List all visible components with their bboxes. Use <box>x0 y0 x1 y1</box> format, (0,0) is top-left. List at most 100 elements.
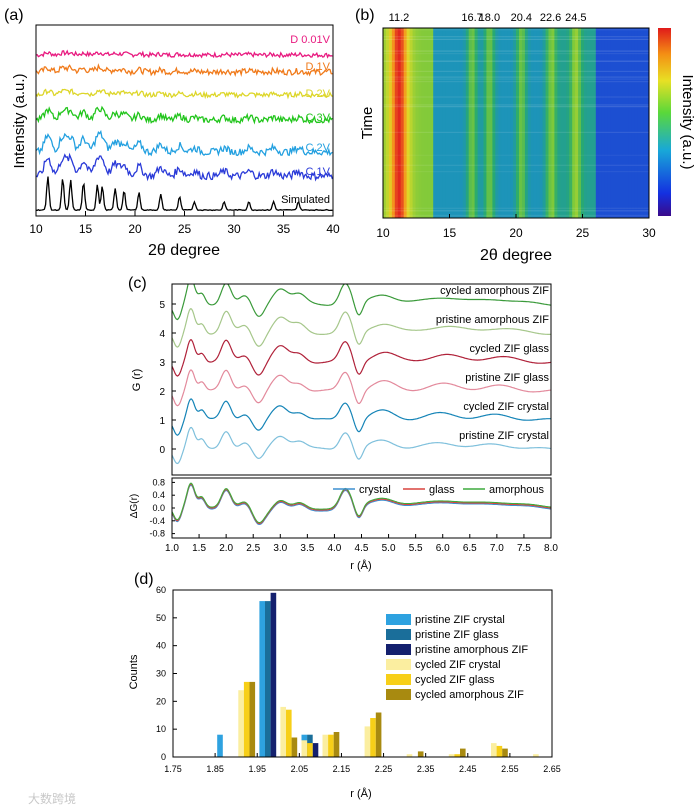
panel-b-time-streak <box>383 106 649 108</box>
panel-b-heat-column <box>545 28 549 218</box>
panel-b-time-streak <box>383 171 649 173</box>
panel-b-heat-column <box>619 28 623 218</box>
panel-b-heat-column <box>634 28 638 218</box>
panel-a-trace-c-3v <box>36 105 333 125</box>
panel-d-legend-swatch-cycled-zif-glass <box>386 674 411 685</box>
panel-b-heat-column <box>459 28 464 218</box>
panel-c-ytick-label-1: 1 <box>159 416 165 427</box>
panel-b-heat-column <box>406 28 410 218</box>
panel-d-bar-cycled-zif-glass <box>307 743 313 757</box>
panel-d-ytick-label-40: 40 <box>156 641 166 651</box>
panel-b-peak-label-16-7: 16.7 <box>461 12 482 24</box>
panel-d-legend: pristine ZIF crystal pristine ZIF glass pr… <box>386 614 528 701</box>
panel-b-time-streak <box>383 154 649 156</box>
panel-d-legend-pristine-zif-glass: pristine ZIF glass <box>415 629 499 641</box>
panel-b-heat-column <box>613 28 617 218</box>
panel-d-legend-cycled-zif-crystal: cycled ZIF crystal <box>415 659 501 671</box>
panel-d-bar-cycled-zif-crystal <box>322 734 329 757</box>
panel-a-label-c-1v: C 1V <box>306 166 331 178</box>
panel-d-ytick-label-30: 30 <box>156 669 166 679</box>
panel-b-time-streak <box>383 60 649 62</box>
panel-b-heat-column <box>421 28 425 218</box>
panel-b-heat-column <box>504 28 508 218</box>
panel-b-heat-column <box>586 28 591 218</box>
panel-b-heat-column <box>637 28 641 218</box>
panel-d-bar-cycled-zif-crystal <box>406 754 413 757</box>
panel-b-heat-column <box>391 28 396 218</box>
panel-c-diff-legend-amorphous: amorphous <box>489 484 545 496</box>
panel-d-ytick-label-50: 50 <box>156 613 166 623</box>
panel-b-heat-column <box>536 28 541 218</box>
panel-b-heat-column <box>477 28 481 218</box>
panel-c-frame-top <box>171 283 552 476</box>
panel-d-legend-swatch-pristine-zif-glass <box>386 629 411 640</box>
panel-c-label-cycled-zif-crystal: cycled ZIF crystal <box>463 401 549 413</box>
panel-a-trace-d-2v <box>36 88 333 100</box>
panel-d-legend-pristine-amorphous-zif: pristine amorphous ZIF <box>415 644 528 656</box>
panel-b-time-streak <box>383 164 649 166</box>
panel-c-xtick-label: 7.0 <box>490 543 504 554</box>
panel-c-xtick-label: 7.5 <box>517 543 531 554</box>
panel-b-heat-column <box>445 28 449 218</box>
watermark: 大数跨境 <box>28 791 76 806</box>
panel-b-heat-column <box>462 28 467 218</box>
panel-b-heat-column <box>601 28 606 218</box>
panel-a-trace-d-0-01v <box>36 49 333 59</box>
panel-c-xtick-label: 1.0 <box>165 543 179 554</box>
panel-b-heat-column <box>616 28 620 218</box>
panel-a-label-d-1v: D 1V <box>306 61 331 73</box>
panel-b-heat-column <box>595 28 600 218</box>
panel-c-xtick-label: 6.0 <box>436 543 450 554</box>
panel-b-time-streak <box>383 50 649 52</box>
panel-a-series-labels: D 0.01V D 1V D 2V C 3V C 2V C 1V Simulated <box>281 34 331 206</box>
panel-b-heat-column <box>471 28 476 218</box>
panel-b-heat-column <box>442 28 446 218</box>
panel-a-label: (a) <box>4 7 24 24</box>
panel-b-heat-column <box>643 28 647 218</box>
panel-d-legend-swatch-pristine-zif-crystal <box>386 614 411 625</box>
panel-b-heat-column <box>386 28 390 218</box>
panel-b-peak-labels: 11.2 16.718.0 20.4 22.6 24.5 <box>389 12 587 24</box>
panel-a-xtick-label-35: 35 <box>277 222 291 236</box>
panel-d-bar-cycled-amorphous-zif <box>375 712 382 757</box>
panel-a-xtick-label-10: 10 <box>29 222 43 236</box>
panel-b-heat-column <box>400 28 405 218</box>
panel-b-heat-column <box>433 28 437 218</box>
panel-b-heat-column <box>622 28 626 218</box>
panel-c-trace-cycled-zif-glass <box>172 339 551 377</box>
panel-c-label-cycled-amorphous-zif: cycled amorphous ZIF <box>440 285 549 297</box>
panel-b-heat-column <box>480 28 484 218</box>
panel-b-time-streak <box>383 81 649 83</box>
panel-d: (d) 0 10 20 30 40 50 60 1.75 1.85 1.95 2.05 2.15 2.… <box>128 571 561 800</box>
panel-d-xtick-label: 1.95 <box>248 764 266 774</box>
panel-b-peak-label-18-0: 18.0 <box>479 12 500 24</box>
panel-a-label-d-0-01v: D 0.01V <box>290 34 330 46</box>
panel-b-heat-column <box>507 28 511 218</box>
panel-b-heat-column <box>439 28 443 218</box>
panel-b-heat-column <box>578 28 582 218</box>
panel-b-time-streak <box>383 78 649 80</box>
panel-c-diff-ytick-label: 0.0 <box>152 503 165 513</box>
panel-b: (b) 11.2 16.718.0 20.4 22.6 24.5 10 15 20 25 30 … <box>355 7 696 264</box>
panel-c-diff-ytick-label: -0.4 <box>149 516 165 526</box>
panel-d-x-ticks: 1.75 1.85 1.95 2.05 2.15 2.25 2.35 2.45 2.55 2.65 <box>164 753 561 774</box>
panel-b-heat-column <box>566 28 570 218</box>
panel-b-heat-column <box>498 28 502 218</box>
panel-c-ytick-label-2: 2 <box>159 387 165 398</box>
panel-c-diff-ytick-label: -0.8 <box>149 529 165 539</box>
panel-d-bar-cycled-amorphous-zif <box>333 732 340 757</box>
panel-c-xtick-label: 4.5 <box>355 543 369 554</box>
panel-d-bar-cycled-zif-crystal <box>364 726 371 757</box>
panel-b-heat-column <box>418 28 422 218</box>
panel-b-heat-column <box>394 28 399 218</box>
panel-a-ylabel: Intensity (a.u.) <box>11 73 28 168</box>
panel-c-diff-legend: crystal glass amorphous <box>333 484 545 496</box>
panel-b-heat-column <box>607 28 611 218</box>
panel-b-heat-column <box>610 28 614 218</box>
panel-d-xtick-label: 2.45 <box>459 764 477 774</box>
panel-a-label-c-2v: C 2V <box>306 142 331 154</box>
panel-b-heat-column <box>513 28 517 218</box>
panel-d-bar-cycled-zif-glass <box>496 745 503 757</box>
panel-b-time-streak <box>383 38 649 40</box>
panel-c-label-cycled-zif-glass: cycled ZIF glass <box>470 343 550 355</box>
